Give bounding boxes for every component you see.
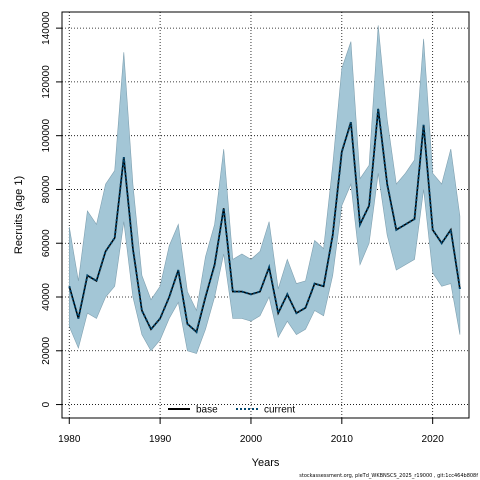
legend-label-base: base <box>196 405 218 416</box>
y-axis: 0 20000 40000 60000 80000 100000 120000 140000 <box>41 11 62 407</box>
y-tick-label-20000: 20000 <box>41 336 52 364</box>
x-tick-label-1980: 1980 <box>58 434 81 445</box>
y-tick-label-100000: 100000 <box>41 119 52 153</box>
plot-frame <box>61 11 470 419</box>
series-line-current <box>68 108 461 334</box>
y-tick-label-40000: 40000 <box>41 283 52 311</box>
y-tick-label-140000: 140000 <box>41 11 52 45</box>
x-tick-label-2010: 2010 <box>331 434 354 445</box>
legend: base current <box>168 405 295 416</box>
x-tick-label-2000: 2000 <box>240 434 263 445</box>
y-tick-label-80000: 80000 <box>41 175 52 203</box>
y-axis-title: Recruits (age 1) <box>13 176 25 254</box>
series-lines <box>68 108 461 334</box>
confidence-band <box>69 25 461 354</box>
x-tick-label-2020: 2020 <box>422 434 445 445</box>
x-tick-label-1990: 1990 <box>149 434 172 445</box>
x-axis-title: Years <box>252 457 280 469</box>
legend-label-current: current <box>264 405 295 416</box>
y-tick-label-60000: 60000 <box>41 229 52 257</box>
caption: stockassessment.org, pleTd_WKBNSCS_2025_… <box>299 473 478 479</box>
y-tick-label-0: 0 <box>41 401 52 407</box>
x-axis: 1980 1990 2000 2010 2020 <box>58 418 444 445</box>
y-tick-label-120000: 120000 <box>41 65 52 99</box>
